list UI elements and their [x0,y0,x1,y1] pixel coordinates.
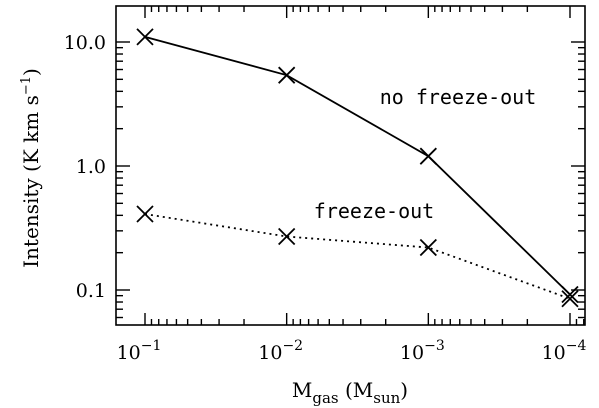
x-tick-label: 10−2 [258,338,303,364]
x-tick-label: 10−1 [117,338,162,364]
data-point-marker [136,205,154,223]
data-point-marker [561,290,579,308]
series-line-dotted [144,213,571,300]
plot-frame [115,5,586,326]
data-point-marker [278,66,296,84]
data-point-marker [419,147,437,165]
series-annotation: no freeze-out [380,85,537,109]
y-tick-label: 1.0 [76,156,106,178]
ticks-layer [116,6,585,325]
labels-layer: 10−1 10−2 10−3 10−4 0.1 1.0 10.0 no freeze-out f… [19,32,587,407]
x-tick-label: 10−4 [542,338,587,364]
x-axis-title: Mgas (Msun) [292,378,408,407]
data-point-marker [561,285,579,304]
data-point-marker [419,238,437,257]
data-point-marker [278,227,296,246]
series-layer [136,28,579,308]
series-annotation: freeze-out [314,199,434,223]
series-line-solid [144,35,571,296]
y-tick-label: 10.0 [64,32,106,54]
data-point-marker [136,28,154,46]
x-tick-label: 10−3 [400,338,445,364]
y-axis-title: Intensity (K km s−1) [19,68,43,268]
y-tick-label: 0.1 [76,280,106,302]
